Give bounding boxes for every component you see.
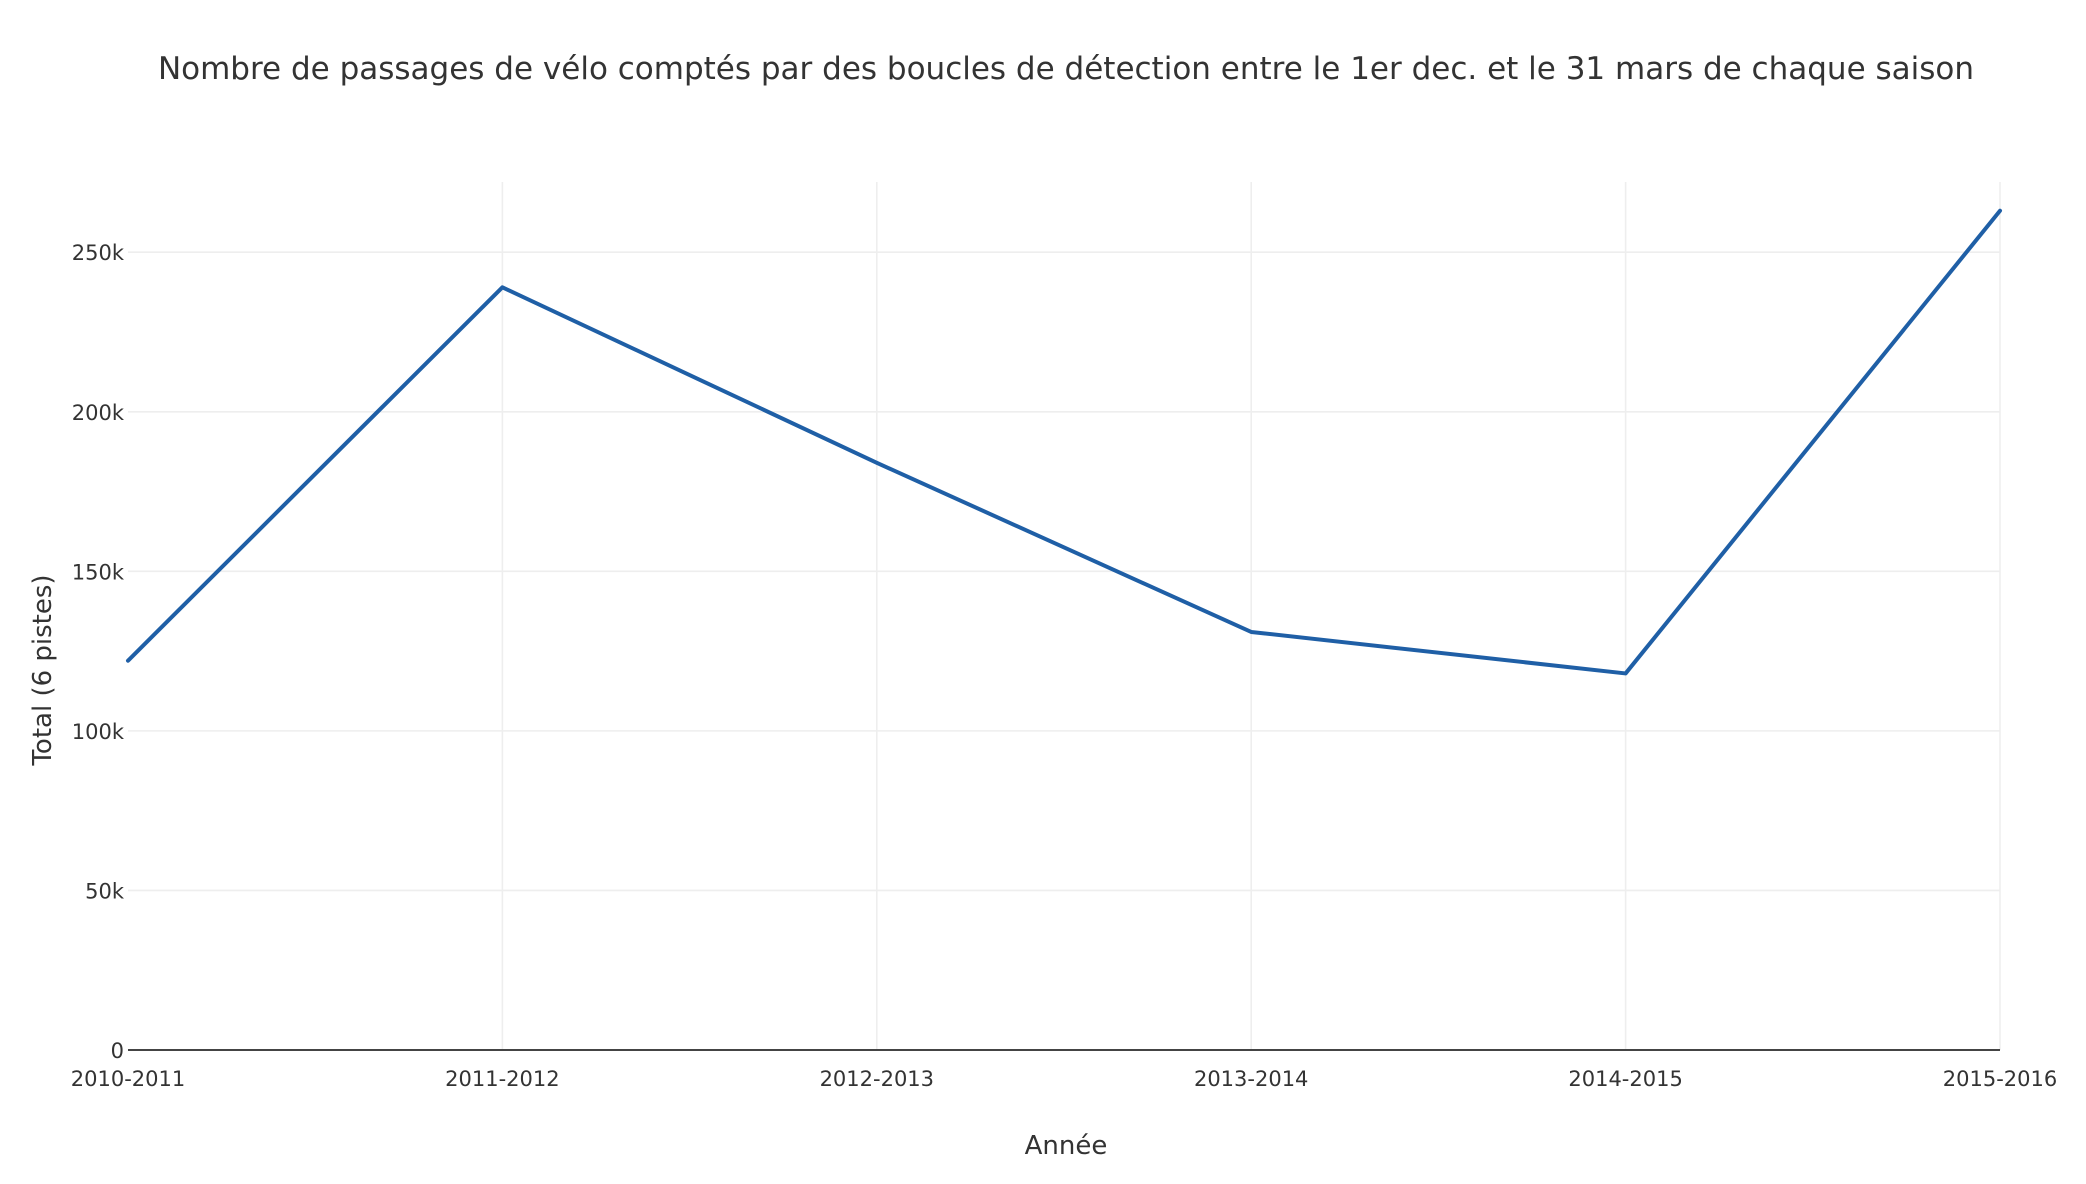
x-tick-label: 2015-2016 bbox=[1943, 1067, 2057, 1091]
chart-title: Nombre de passages de vélo comptés par d… bbox=[158, 51, 1974, 87]
series-line bbox=[126, 208, 2002, 676]
series-layer bbox=[126, 208, 2002, 676]
y-tick-label: 0 bbox=[111, 1039, 124, 1063]
y-tick-label: 200k bbox=[72, 401, 125, 425]
y-tick-label: 50k bbox=[85, 879, 125, 903]
x-tick-label: 2011-2012 bbox=[445, 1067, 559, 1091]
y-axis-title: Total (6 pistes) bbox=[28, 574, 58, 766]
y-tick-label: 150k bbox=[72, 560, 125, 584]
y-tick-label: 250k bbox=[72, 241, 125, 265]
x-tick-label: 2012-2013 bbox=[820, 1067, 934, 1091]
y-tick-label: 100k bbox=[72, 720, 125, 744]
x-axis-title: Année bbox=[1025, 1131, 1108, 1161]
x-tick-label: 2013-2014 bbox=[1194, 1067, 1308, 1091]
x-tick-label: 2014-2015 bbox=[1568, 1067, 1682, 1091]
x-tick-label: 2010-2011 bbox=[71, 1067, 185, 1091]
grid-layer bbox=[128, 182, 2001, 1050]
tick-layer: 0 50k 100k 150k 200k 250k 2010-2011 2011-2012 20… bbox=[71, 241, 2057, 1091]
